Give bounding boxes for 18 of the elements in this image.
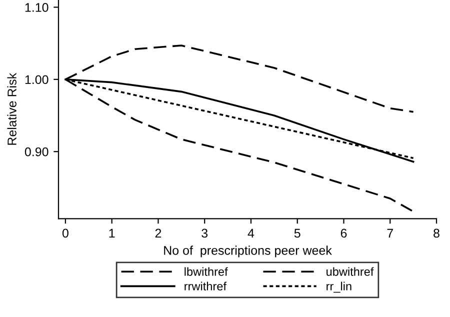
y-axis-title: Relative Risk <box>7 72 16 145</box>
x-tick-label: 1 <box>109 228 115 238</box>
x-tick-label: 8 <box>434 228 440 238</box>
x-tick-label: 3 <box>202 228 208 238</box>
x-tick-label: 6 <box>340 228 347 238</box>
x-tick-label: 5 <box>294 228 300 238</box>
y-tick-label: 1.10 <box>25 3 48 12</box>
legend-label: lbwithref <box>184 267 228 276</box>
y-tick-label: 1.00 <box>25 75 48 84</box>
x-axis-title: No of prescriptions peer week <box>164 246 332 258</box>
x-tick-label: 7 <box>387 228 393 238</box>
legend-label: ubwithref <box>326 267 374 276</box>
legend-label: rrwithref <box>184 282 227 290</box>
x-tick-label: 4 <box>248 228 254 238</box>
x-tick-label: 2 <box>155 228 162 238</box>
legend-label: rr_lin <box>326 282 352 293</box>
x-tick-label: 0 <box>62 228 68 238</box>
y-tick-label: 0.90 <box>24 147 48 156</box>
